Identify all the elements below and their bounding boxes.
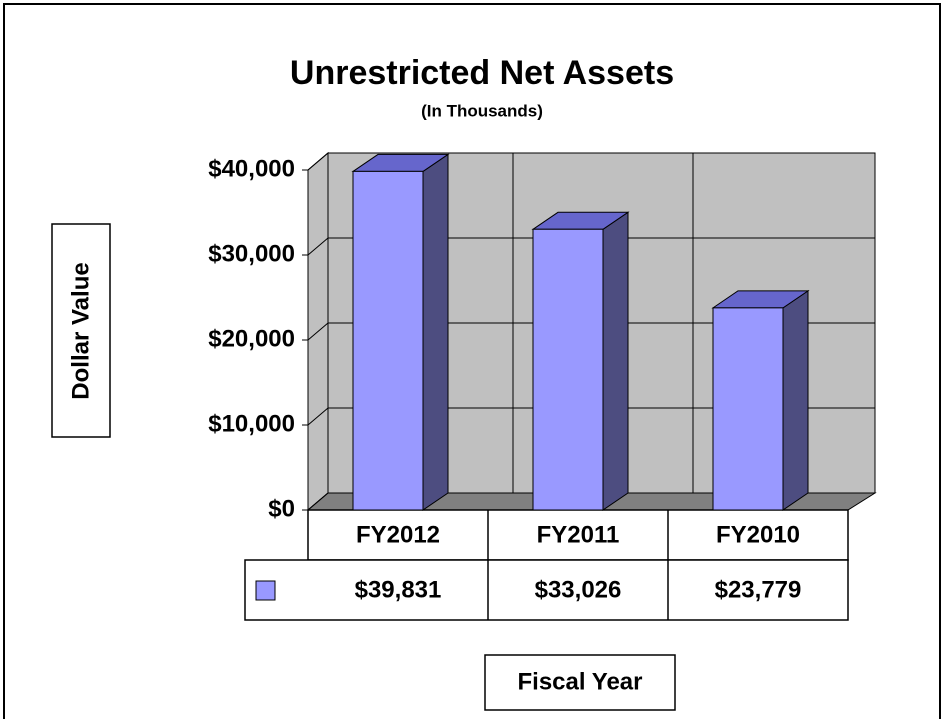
x-tick-label: FY2012 [356, 521, 440, 548]
bar [531, 211, 630, 511]
grid-line [307, 152, 875, 171]
bar-side [602, 211, 629, 511]
grid-line [307, 322, 875, 341]
data-label: $33,026 [535, 576, 622, 603]
grid-line [307, 237, 875, 256]
chart-subtitle: (In Thousands) [421, 101, 543, 120]
grid-line [307, 407, 875, 426]
x-label-box [484, 654, 676, 711]
data-label: $39,831 [355, 576, 442, 603]
y-label-box [51, 223, 111, 438]
grid-line [307, 492, 875, 511]
chart-title: Unrestricted Net Assets [290, 54, 674, 92]
y-tick-label: $30,000 [208, 240, 295, 267]
bar-side [422, 153, 449, 511]
bar-front [532, 228, 604, 511]
y-tick-label: $10,000 [208, 410, 295, 437]
bar [711, 289, 810, 511]
table-value-row [244, 559, 849, 621]
x-tick-label: FY2011 [537, 521, 620, 548]
bar-front [352, 170, 424, 511]
data-label: $23,779 [715, 576, 802, 603]
bar-front [712, 307, 784, 511]
y-axis-label: Dollar Value [67, 262, 94, 399]
y-tick-label: $20,000 [208, 325, 295, 352]
bar-side [782, 289, 809, 511]
y-tick-label: $40,000 [208, 155, 295, 182]
legend-key [255, 580, 276, 601]
bar [351, 153, 450, 511]
x-tick-label: FY2010 [716, 521, 800, 548]
x-axis-label: Fiscal Year [518, 668, 643, 695]
y-tick-label: $0 [268, 495, 295, 522]
